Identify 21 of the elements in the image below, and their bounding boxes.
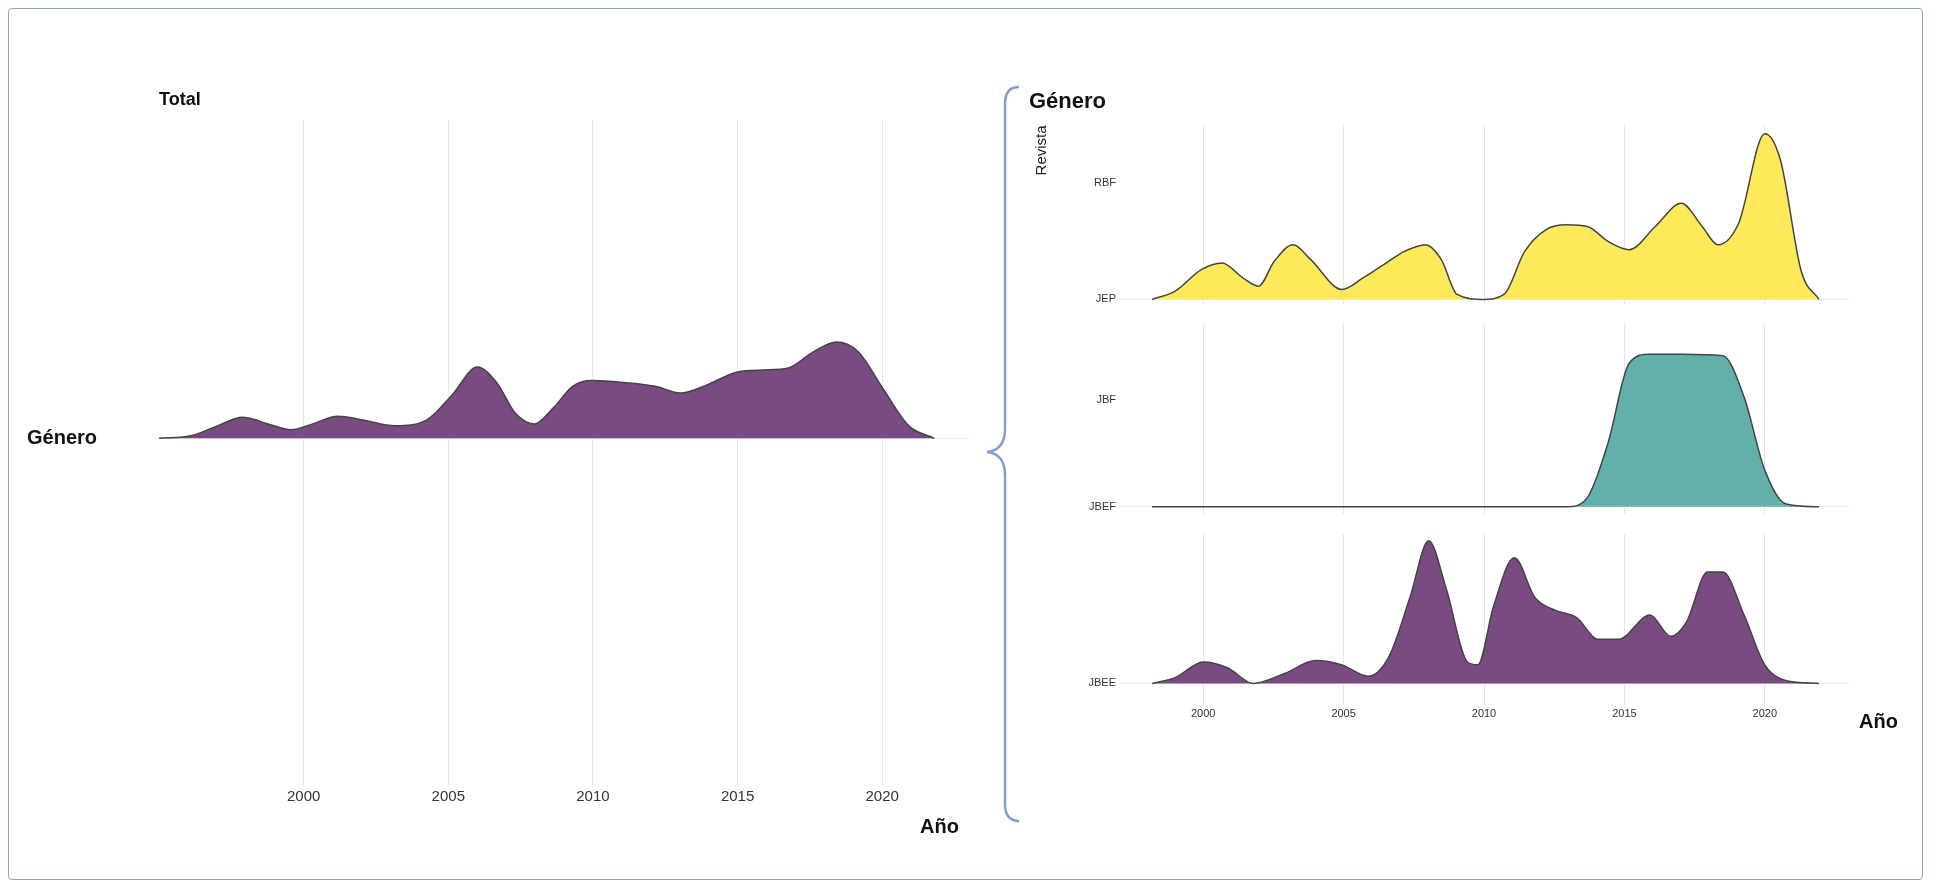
x-tick-label: 2000 — [286, 787, 321, 805]
x-tick-label: 2020 — [865, 787, 899, 805]
x-tick-label: 2015 — [720, 787, 755, 805]
x-tick-label: 2010 — [1471, 707, 1497, 720]
x-tick-label: 2015 — [1612, 707, 1637, 720]
category-label: JEP — [1095, 292, 1116, 305]
category-label: JBF — [1096, 392, 1116, 405]
chart-title: Género — [1029, 88, 1107, 114]
x-tick-label: 2020 — [1752, 707, 1778, 720]
x-axis-title: Año — [1859, 709, 1898, 732]
y-axis-title: Género — [27, 425, 98, 448]
category-label: JBEE — [1088, 676, 1116, 689]
x-tick-label: 2005 — [431, 787, 465, 805]
x-tick-label: 2010 — [576, 787, 610, 805]
category-label: RBF — [1094, 176, 1116, 189]
y-axis-title: Revista — [1032, 124, 1050, 176]
chart-title: Total — [159, 88, 201, 109]
category-label: JBEF — [1089, 499, 1116, 512]
x-tick-label: 2005 — [1331, 707, 1356, 720]
x-axis-title: Año — [920, 814, 959, 837]
x-tick-label: 2000 — [1190, 707, 1216, 720]
